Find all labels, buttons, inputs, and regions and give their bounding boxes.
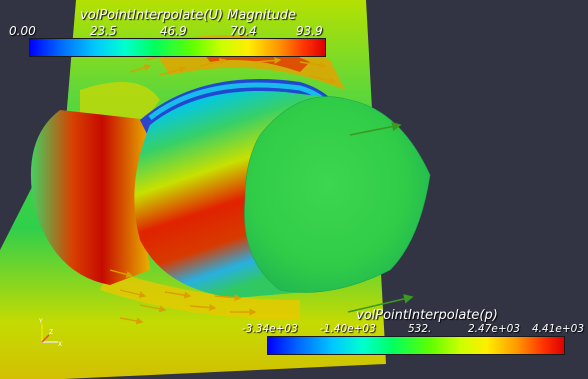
pressure-tick-0: -3.34e+03 <box>242 323 298 335</box>
pressure-tick-2: 532. <box>408 323 432 335</box>
axis-label-y: Y <box>38 318 43 325</box>
velocity-glyphs-green <box>347 121 414 313</box>
velocity-tick-1: 23.5 <box>90 24 117 38</box>
pressure-tick-4: 4.41e+03 <box>532 323 584 335</box>
velocity-tick-2: 46.9 <box>160 24 187 38</box>
cylinder-rear <box>30 110 151 285</box>
velocity-colorbar[interactable] <box>29 38 326 57</box>
plane-highlight-bottom <box>100 270 300 320</box>
pressure-tick-1: -1.40e+03 <box>320 323 376 335</box>
velocity-tick-4: 93.9 <box>296 24 323 38</box>
orientation-axes: Y X Z <box>38 318 62 348</box>
cylinder-cap <box>244 96 431 293</box>
pressure-colorbar-title: volPointInterpolate(p) <box>356 308 498 323</box>
pressure-tick-3: 2.47e+03 <box>468 323 520 335</box>
velocity-tick-0: 0.00 <box>9 24 36 38</box>
velocity-colorbar-title: volPointInterpolate(U) Magnitude <box>80 8 297 23</box>
velocity-tick-3: 70.4 <box>230 24 257 38</box>
pressure-colorbar[interactable] <box>267 336 565 355</box>
axis-label-x: X <box>58 341 62 348</box>
axis-label-z: Z <box>49 329 53 336</box>
